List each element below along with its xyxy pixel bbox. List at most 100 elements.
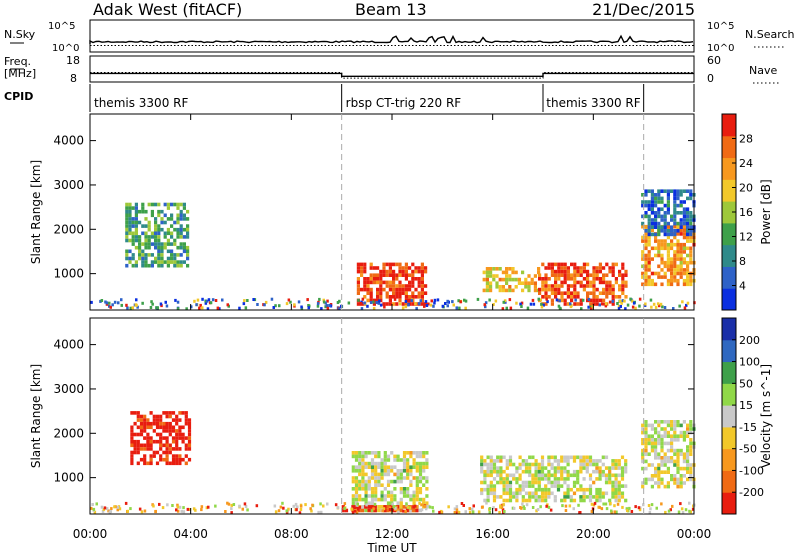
heatmap-cell: [592, 287, 596, 292]
heatmap-cell: [358, 479, 362, 484]
heatmap-cell: [410, 299, 413, 303]
heatmap-cell: [173, 202, 177, 207]
heatmap-cell: [131, 220, 135, 225]
heatmap-cell: [383, 451, 387, 455]
heatmap-cell: [415, 454, 419, 459]
heatmap-cell: [165, 304, 169, 308]
heatmap-cell: [175, 454, 179, 458]
heatmap-cell: [586, 280, 590, 285]
heatmap-cell: [417, 284, 421, 288]
heatmap-cell: [483, 487, 487, 492]
heatmap-cell: [598, 498, 602, 503]
heatmap-cell: [644, 239, 648, 243]
heatmap-cell: [244, 505, 248, 508]
heatmap-cell: [399, 472, 403, 477]
heatmap-cell: [370, 487, 375, 491]
heatmap-cell: [154, 231, 158, 236]
heatmap-cell: [611, 462, 615, 467]
heatmap-cell: [366, 277, 370, 281]
heatmap-cell: [272, 306, 275, 309]
heatmap-cell: [415, 307, 418, 311]
heatmap-cell: [134, 209, 138, 214]
heatmap-cell: [602, 291, 606, 295]
heatmap-cell: [682, 189, 686, 193]
heatmap-cell: [159, 418, 163, 422]
heatmap-cell: [168, 443, 172, 448]
heatmap-cell: [388, 284, 392, 288]
heatmap-cell: [358, 454, 362, 459]
heatmap-cell: [515, 469, 519, 474]
heatmap-cell: [666, 250, 670, 254]
heatmap-cell: [689, 214, 693, 219]
heatmap-cell: [573, 302, 577, 306]
heatmap-cell: [499, 480, 503, 485]
heatmap-cell: [563, 273, 567, 277]
heatmap-cell: [482, 288, 486, 293]
heatmap-cell: [614, 495, 618, 499]
heatmap-cell: [689, 445, 693, 449]
heatmap-cell: [144, 260, 148, 264]
heatmap-cell: [503, 510, 506, 513]
heatmap-cell: [139, 447, 144, 451]
heatmap-cell: [130, 443, 134, 448]
heatmap-cell: [533, 281, 537, 285]
heatmap-cell: [550, 273, 554, 277]
heatmap-cell: [644, 257, 648, 261]
heatmap-cell: [626, 509, 629, 513]
heatmap-cell: [144, 209, 148, 214]
heatmap-cell: [361, 487, 365, 491]
heatmap-cell: [611, 487, 615, 492]
heatmap-cell: [663, 275, 667, 279]
heatmap-cell: [611, 295, 615, 299]
heatmap-cell: [385, 273, 389, 277]
heatmap-cell: [537, 267, 541, 271]
heatmap-cell: [383, 465, 387, 469]
heatmap-cell: [376, 266, 380, 270]
heatmap-cell: [134, 213, 138, 218]
heatmap-cell: [157, 238, 161, 243]
heatmap-cell: [175, 461, 179, 466]
heatmap-cell: [644, 214, 648, 219]
heatmap-cell: [495, 285, 499, 289]
heatmap-cell: [650, 228, 654, 233]
heatmap-cell: [366, 291, 370, 295]
heatmap-cell: [425, 501, 429, 505]
nave-tick-bottom: 0: [707, 72, 714, 85]
heatmap-cell: [151, 302, 154, 306]
heatmap-cell: [641, 430, 645, 435]
heatmap-cell: [505, 462, 509, 467]
heatmap-cell: [489, 480, 493, 485]
heatmap-cell: [134, 220, 138, 225]
heatmap-cell: [686, 271, 690, 276]
heatmap-cell: [351, 497, 355, 502]
heatmap-cell: [374, 490, 378, 495]
heatmap-cell: [417, 266, 421, 270]
heatmap-cell: [152, 450, 156, 455]
heatmap-cell: [673, 253, 677, 258]
heatmap-cell: [431, 506, 434, 510]
heatmap-cell: [641, 203, 645, 208]
heatmap-cell: [563, 491, 567, 496]
heatmap-cell: [129, 306, 132, 310]
heatmap-cell: [689, 218, 693, 222]
heatmap-cell: [386, 505, 390, 509]
heatmap-cell: [187, 429, 192, 433]
heatmap-cell: [654, 193, 658, 197]
nave-series-line: [90, 71, 694, 79]
heatmap-cell: [589, 273, 593, 277]
heatmap-cell: [319, 502, 322, 506]
heatmap-cell: [663, 189, 667, 193]
heatmap-cell: [563, 277, 567, 281]
heatmap-cell: [621, 291, 625, 295]
heatmap-cell: [105, 507, 109, 511]
heatmap-cell: [508, 484, 513, 488]
heatmap-cell: [149, 306, 153, 309]
heatmap-cell: [666, 264, 670, 269]
heatmap-cell: [679, 423, 683, 428]
heatmap-cell: [682, 282, 686, 287]
heatmap-cell: [647, 214, 651, 219]
heatmap-cell: [663, 232, 667, 237]
heatmap-cell: [92, 507, 96, 511]
heatmap-cell: [295, 508, 298, 512]
heatmap-cell: [503, 299, 507, 303]
